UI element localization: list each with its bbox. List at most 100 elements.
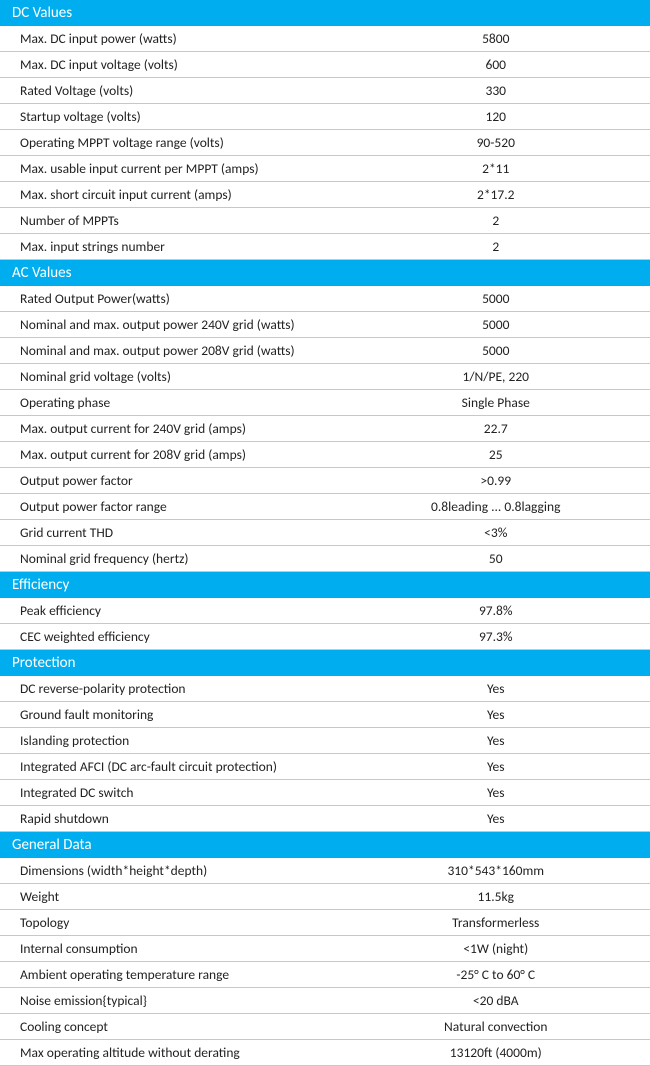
row-value: Yes	[358, 676, 650, 702]
section-title: Protection	[0, 650, 650, 677]
table-row: Rapid shutdownYes	[0, 806, 650, 832]
row-value: Yes	[358, 806, 650, 832]
row-value: 97.3%	[358, 624, 650, 650]
row-label: Integrated AFCI (DC arc-fault circuit pr…	[0, 754, 358, 780]
table-row: DC reverse-polarity protectionYes	[0, 676, 650, 702]
row-label: Rated Voltage (volts)	[0, 78, 358, 104]
table-row: Number of MPPTs2	[0, 208, 650, 234]
table-row: Peak efficiency97.8%	[0, 598, 650, 624]
row-label: Max. output current for 208V grid (amps)	[0, 442, 358, 468]
row-label: Nominal grid voltage (volts)	[0, 364, 358, 390]
row-value: 11.5kg	[358, 884, 650, 910]
section-title: General Data	[0, 832, 650, 859]
table-row: Max. output current for 208V grid (amps)…	[0, 442, 650, 468]
row-value: 25	[358, 442, 650, 468]
row-value: Single Phase	[358, 390, 650, 416]
spec-table-body: DC ValuesMax. DC input power (watts)5800…	[0, 0, 650, 1066]
row-label: Max. input strings number	[0, 234, 358, 260]
row-value: 330	[358, 78, 650, 104]
table-row: Max. output current for 240V grid (amps)…	[0, 416, 650, 442]
section-title: AC Values	[0, 260, 650, 287]
row-label: Number of MPPTs	[0, 208, 358, 234]
row-value: Yes	[358, 728, 650, 754]
table-row: Max. short circuit input current (amps)2…	[0, 182, 650, 208]
row-label: Rapid shutdown	[0, 806, 358, 832]
row-label: Islanding protection	[0, 728, 358, 754]
section-title: DC Values	[0, 0, 650, 26]
row-value: Yes	[358, 702, 650, 728]
row-label: Nominal and max. output power 240V grid …	[0, 312, 358, 338]
table-row: Operating MPPT voltage range (volts)90-5…	[0, 130, 650, 156]
section-header: Efficiency	[0, 572, 650, 599]
row-label: Max. output current for 240V grid (amps)	[0, 416, 358, 442]
row-label: Peak efficiency	[0, 598, 358, 624]
section-header: General Data	[0, 832, 650, 859]
table-row: Internal consumption<1W (night)	[0, 936, 650, 962]
table-row: Output power factor range0.8leading ... …	[0, 494, 650, 520]
table-row: Nominal and max. output power 208V grid …	[0, 338, 650, 364]
section-title: Efficiency	[0, 572, 650, 599]
row-value: 120	[358, 104, 650, 130]
row-label: Ambient operating temperature range	[0, 962, 358, 988]
table-row: Rated Output Power(watts)5000	[0, 286, 650, 312]
section-header: DC Values	[0, 0, 650, 26]
row-label: Max. DC input power (watts)	[0, 26, 358, 52]
row-label: Nominal and max. output power 208V grid …	[0, 338, 358, 364]
row-value: 600	[358, 52, 650, 78]
row-label: Max. short circuit input current (amps)	[0, 182, 358, 208]
table-row: Dimensions (width*height*depth)310*543*1…	[0, 858, 650, 884]
row-value: 22.7	[358, 416, 650, 442]
table-row: Grid current THD<3%	[0, 520, 650, 546]
row-label: DC reverse-polarity protection	[0, 676, 358, 702]
table-row: Integrated DC switchYes	[0, 780, 650, 806]
table-row: Ambient operating temperature range-25° …	[0, 962, 650, 988]
row-value: 1/N/PE, 220	[358, 364, 650, 390]
row-value: 2*17.2	[358, 182, 650, 208]
row-value: 50	[358, 546, 650, 572]
row-label: Output power factor	[0, 468, 358, 494]
row-label: Ground fault monitoring	[0, 702, 358, 728]
row-label: Cooling concept	[0, 1014, 358, 1040]
table-row: Cooling conceptNatural convection	[0, 1014, 650, 1040]
row-value: 2	[358, 208, 650, 234]
row-value: Yes	[358, 780, 650, 806]
row-label: Operating phase	[0, 390, 358, 416]
table-row: Nominal and max. output power 240V grid …	[0, 312, 650, 338]
row-value: Transformerless	[358, 910, 650, 936]
row-value: 90-520	[358, 130, 650, 156]
spec-table: DC ValuesMax. DC input power (watts)5800…	[0, 0, 650, 1066]
row-value: 5800	[358, 26, 650, 52]
table-row: Output power factor>0.99	[0, 468, 650, 494]
row-value: <1W (night)	[358, 936, 650, 962]
row-label: Grid current THD	[0, 520, 358, 546]
table-row: Nominal grid voltage (volts)1/N/PE, 220	[0, 364, 650, 390]
table-row: CEC weighted efficiency97.3%	[0, 624, 650, 650]
row-value: 2*11	[358, 156, 650, 182]
table-row: TopologyTransformerless	[0, 910, 650, 936]
row-value: Yes	[358, 754, 650, 780]
row-label: Max. DC input voltage (volts)	[0, 52, 358, 78]
row-label: Startup voltage (volts)	[0, 104, 358, 130]
table-row: Integrated AFCI (DC arc-fault circuit pr…	[0, 754, 650, 780]
table-row: Nominal grid frequency (hertz)50	[0, 546, 650, 572]
section-header: AC Values	[0, 260, 650, 287]
row-label: CEC weighted efficiency	[0, 624, 358, 650]
row-label: Topology	[0, 910, 358, 936]
row-value: Natural convection	[358, 1014, 650, 1040]
table-row: Weight11.5kg	[0, 884, 650, 910]
table-row: Islanding protectionYes	[0, 728, 650, 754]
row-value: 0.8leading ... 0.8lagging	[358, 494, 650, 520]
row-value: 2	[358, 234, 650, 260]
table-row: Ground fault monitoringYes	[0, 702, 650, 728]
table-row: Noise emission{typical}<20 dBA	[0, 988, 650, 1014]
row-value: 310*543*160mm	[358, 858, 650, 884]
table-row: Rated Voltage (volts)330	[0, 78, 650, 104]
row-label: Output power factor range	[0, 494, 358, 520]
section-header: Protection	[0, 650, 650, 677]
table-row: Max. DC input power (watts)5800	[0, 26, 650, 52]
row-value: <20 dBA	[358, 988, 650, 1014]
row-value: -25° C to 60° C	[358, 962, 650, 988]
row-label: Weight	[0, 884, 358, 910]
row-label: Integrated DC switch	[0, 780, 358, 806]
table-row: Max. DC input voltage (volts)600	[0, 52, 650, 78]
